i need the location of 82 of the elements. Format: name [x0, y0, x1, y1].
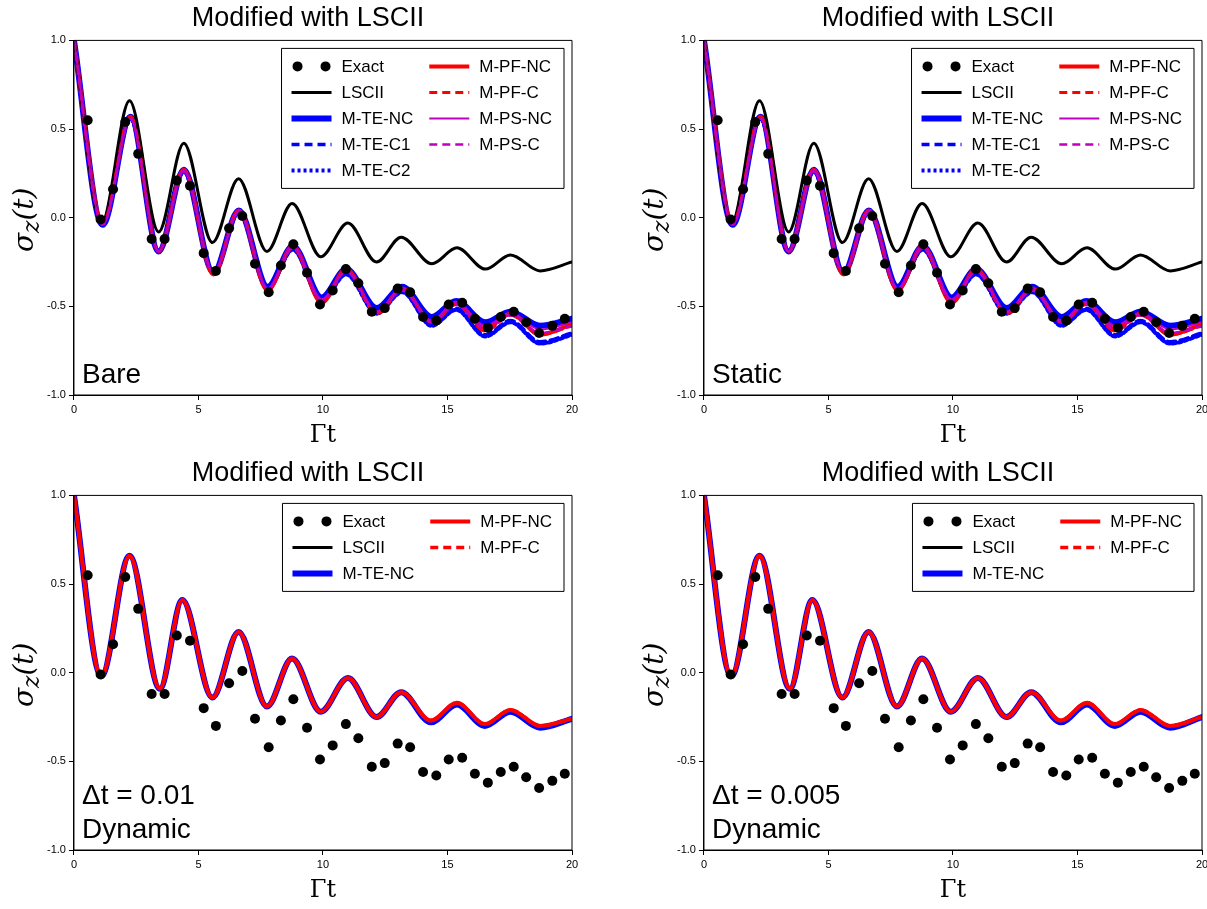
legend-label: M-PF-NC: [1110, 512, 1183, 532]
legend-label: M-TE-C1: [971, 135, 1041, 155]
x-tick-label: 20: [565, 402, 579, 415]
legend-label: M-PF-NC: [479, 57, 552, 77]
x-axis-title: Γt: [939, 874, 967, 903]
x-tick-label: 10: [946, 857, 960, 870]
annotation: Dynamic: [711, 813, 821, 844]
legend-label: M-PF-C: [1109, 83, 1169, 103]
legend-label: M-PF-C: [480, 538, 540, 558]
legend-label: M-PF-C: [1110, 538, 1170, 558]
x-tick-label: 0: [70, 857, 78, 870]
x-tick-label: 20: [1195, 857, 1207, 870]
x-tick-label: 5: [195, 857, 202, 870]
legend-label: M-PF-NC: [1109, 57, 1182, 77]
y-tick-label: 0.5: [50, 577, 66, 590]
chart-title: Modified with LSCII: [821, 1, 1055, 32]
legend-label: M-TE-C2: [971, 161, 1041, 181]
legend-label: Exact: [971, 57, 1015, 77]
x-tick-label: 20: [565, 857, 579, 870]
y-tick-label: -0.5: [46, 299, 66, 312]
chart-title: Modified with LSCII: [191, 456, 425, 487]
x-tick-label: 0: [70, 402, 78, 415]
y-tick-label: 0.0: [680, 210, 696, 223]
legend-label: LSCII: [972, 538, 1016, 558]
legend-label: M-TE-NC: [971, 109, 1044, 129]
legend-label: Exact: [342, 512, 386, 532]
x-tick-label: 5: [195, 402, 202, 415]
legend-label: M-PS-C: [1109, 135, 1170, 155]
y-tick-label: -1.0: [46, 843, 66, 856]
y-tick-label: -1.0: [46, 388, 66, 401]
y-tick-label: 0.5: [680, 577, 696, 590]
legend-label: M-TE-C2: [341, 161, 411, 181]
x-tick-label: 10: [316, 402, 330, 415]
y-tick-label: -1.0: [676, 843, 696, 856]
legend-label: M-PS-NC: [1109, 109, 1182, 129]
y-tick-label: 0.0: [50, 665, 66, 678]
y-tick-label: -0.5: [676, 754, 696, 767]
x-tick-label: 15: [1071, 402, 1084, 415]
chart-title: Modified with LSCII: [821, 456, 1055, 487]
y-tick-label: 1.0: [50, 33, 66, 46]
legend-label: M-TE-NC: [341, 109, 414, 129]
x-tick-label: 20: [1195, 402, 1207, 415]
legend-label: LSCII: [341, 83, 385, 103]
legend-label: M-TE-NC: [342, 564, 415, 584]
y-tick-label: 0.0: [50, 210, 66, 223]
legend-label: M-PF-NC: [480, 512, 553, 532]
y-tick-label: -0.5: [676, 299, 696, 312]
x-tick-label: 10: [946, 402, 960, 415]
x-tick-label: 15: [1071, 857, 1084, 870]
x-tick-label: 10: [316, 857, 330, 870]
annotation: Δt = 0.01: [81, 779, 195, 810]
legend-label: LSCII: [971, 83, 1015, 103]
x-tick-label: 5: [825, 857, 832, 870]
legend-label: LSCII: [342, 538, 386, 558]
y-tick-label: 1.0: [680, 33, 696, 46]
annotation: Static: [711, 358, 782, 389]
y-tick-label: -1.0: [676, 388, 696, 401]
chart-title: Modified with LSCII: [191, 1, 425, 32]
legend-label: M-PS-NC: [479, 109, 552, 129]
y-tick-label: 0.0: [680, 665, 696, 678]
x-axis-title: Γt: [309, 419, 337, 448]
legend-label: M-TE-C1: [341, 135, 411, 155]
annotation: Δt = 0.005: [711, 779, 841, 810]
y-tick-label: 0.5: [680, 122, 696, 135]
x-tick-label: 0: [700, 857, 708, 870]
y-tick-label: 1.0: [50, 488, 66, 501]
annotation: Bare: [81, 358, 142, 389]
y-tick-label: 0.5: [50, 122, 66, 135]
annotation: Dynamic: [81, 813, 191, 844]
legend-label: Exact: [972, 512, 1016, 532]
x-tick-label: 15: [441, 857, 454, 870]
legend-label: M-PS-C: [479, 135, 540, 155]
x-axis-title: Γt: [939, 419, 967, 448]
y-tick-label: 1.0: [680, 488, 696, 501]
y-tick-label: -0.5: [46, 754, 66, 767]
legend-label: Exact: [341, 57, 385, 77]
x-axis-title: Γt: [309, 874, 337, 903]
x-tick-label: 15: [441, 402, 454, 415]
x-tick-label: 0: [700, 402, 708, 415]
legend-label: M-TE-NC: [972, 564, 1045, 584]
x-tick-label: 5: [825, 402, 832, 415]
legend-label: M-PF-C: [479, 83, 539, 103]
